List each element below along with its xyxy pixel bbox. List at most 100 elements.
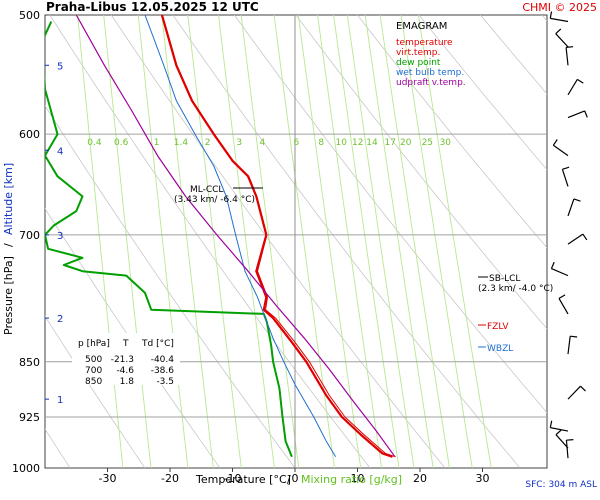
series-wet-bulb-temp — [144, 15, 337, 458]
x-tick-label: -20 — [161, 472, 179, 485]
dry-adiabat — [234, 15, 547, 414]
y-tick-label: 1000 — [12, 462, 40, 475]
sounding-table: p [hPa] T Td [°C] 500 -21.3 -40.4 700 -4… — [72, 333, 180, 387]
mixing-ratio-label: 2 — [205, 138, 211, 148]
wbzl-annotation: WBZL — [478, 344, 513, 354]
mixing-ratio-label: 10 — [335, 138, 347, 148]
copyright-label: CHMI © 2025 — [522, 1, 597, 14]
legend-item-wet-bulb: wet bulb temp. — [396, 68, 464, 78]
wind-barb — [555, 28, 569, 48]
wind-barb — [561, 166, 570, 187]
mixing-ratio-line — [317, 15, 383, 468]
mixing-ratio-line — [273, 15, 335, 468]
mixing-ratio-label: 17 — [384, 138, 395, 148]
mixing-ratio-label: 0.4 — [87, 138, 102, 148]
y-tick-label: 700 — [19, 229, 40, 242]
mixing-ratio-label: 0.6 — [114, 138, 129, 148]
x-tick-label: 10 — [351, 472, 365, 485]
y-tick-label: 600 — [19, 128, 40, 141]
mixing-ratio-label: 20 — [400, 138, 412, 148]
legend-item-dew-point: dew point — [396, 58, 441, 68]
wbzl-label: WBZL — [487, 344, 513, 354]
mixing-ratio-label: 14 — [366, 138, 378, 148]
mixing-ratio-label: 30 — [440, 138, 452, 148]
legend-item-temperature: temperature — [396, 38, 453, 48]
table-cell: -40.4 — [151, 355, 175, 365]
mixing-ratio-line — [333, 15, 400, 468]
mixing-ratio-label: 3 — [236, 138, 242, 148]
mixing-ratio-line — [77, 15, 124, 468]
dry-adiabat — [357, 15, 547, 249]
altitude-tick-label: 4 — [57, 146, 63, 157]
series-virt-temp — [162, 15, 396, 458]
y-axis-title-pressure: Pressure [hPa] — [2, 256, 15, 335]
mixing-ratio-label: 25 — [422, 138, 433, 148]
legend-item-updraft: udpraft v.temp. — [396, 78, 466, 88]
station-title: Praha-Libus — [46, 0, 126, 14]
mixing-ratio-line — [137, 15, 189, 468]
ml-ccl-title: ML-CCL — [190, 185, 223, 195]
wind-barb — [567, 110, 588, 119]
altitude-tick-label: 3 — [57, 231, 63, 242]
x-axis-title-temperature: Temperature [°C] — [195, 473, 291, 486]
mixing-ratio-line — [240, 15, 300, 468]
wind-barb — [552, 139, 569, 157]
mixing-ratio-label: 4 — [260, 138, 266, 148]
x-tick-label: 20 — [413, 472, 427, 485]
mixing-ratio-line — [417, 15, 492, 468]
altitude-tick-label: 5 — [57, 61, 63, 72]
mixing-ratio-label: 1.4 — [174, 138, 189, 148]
y-axis-title-separator: / — [2, 243, 15, 247]
x-tick-label: -30 — [99, 472, 117, 485]
altitude-tick-label: 2 — [57, 314, 63, 325]
table-cell: 500 — [85, 355, 102, 365]
series-temperature — [160, 15, 393, 458]
wind-barb — [567, 335, 578, 355]
mixing-ratio-line — [161, 15, 214, 468]
wind-barb — [567, 78, 584, 96]
x-tick-label: -10 — [224, 472, 242, 485]
sb-lcl-value: (2.3 km/ -4.0 °C) — [478, 284, 553, 294]
dry-adiabat — [172, 15, 521, 468]
mixing-ratio-label: 12 — [352, 138, 363, 148]
wind-barb — [558, 294, 569, 315]
mixing-ratio-line — [218, 15, 275, 468]
datetime-title: 12.05.2025 12 UTC — [131, 0, 259, 14]
series-udpraft-v-temp — [75, 15, 396, 458]
table-cell: -38.6 — [151, 366, 175, 376]
wind-barb — [567, 198, 581, 217]
dry-adiabat — [45, 207, 221, 468]
wind-barb — [549, 11, 569, 23]
dry-adiabat — [295, 15, 547, 330]
wind-barb — [565, 46, 574, 66]
wind-barb — [567, 233, 588, 245]
wind-barb — [550, 261, 569, 277]
table-header-td: Td [°C] — [141, 339, 174, 349]
mixing-ratio-label: 6 — [294, 138, 300, 148]
table-cell: -21.3 — [111, 355, 134, 365]
table-cell: -4.6 — [116, 366, 134, 376]
table-cell: 1.8 — [120, 377, 135, 387]
ml-ccl-annotation: ML-CCL (3.43 km/ -6.4 °C) — [174, 185, 263, 205]
wind-barb — [565, 439, 574, 459]
legend-title: EMAGRAM — [396, 21, 447, 32]
wind-barb — [549, 420, 569, 432]
table-cell: -3.5 — [156, 377, 174, 387]
y-tick-label: 500 — [19, 9, 40, 22]
mixing-ratio-label: 1 — [154, 138, 160, 148]
legend: EMAGRAM temperature virt.temp. dew point… — [396, 21, 466, 88]
table-cell: 850 — [85, 377, 102, 387]
mixing-ratio-line — [297, 15, 362, 468]
ml-ccl-value: (3.43 km/ -6.4 °C) — [174, 195, 255, 205]
table-header-t: T — [122, 339, 129, 349]
mixing-ratio-line — [379, 15, 450, 468]
x-axis-title-separator: / — [287, 473, 291, 486]
mixing-ratio-line — [346, 15, 415, 468]
y-axis-title-altitude: Altitude [km] — [2, 163, 15, 235]
sb-lcl-title: SB-LCL — [489, 274, 520, 284]
sfc-label: SFC: 304 m ASL — [525, 480, 597, 490]
dry-adiabat — [418, 15, 547, 171]
mixing-ratio-label: 8 — [318, 138, 324, 148]
altitude-tick-label: 1 — [57, 395, 63, 406]
y-tick-label: 925 — [19, 411, 40, 424]
